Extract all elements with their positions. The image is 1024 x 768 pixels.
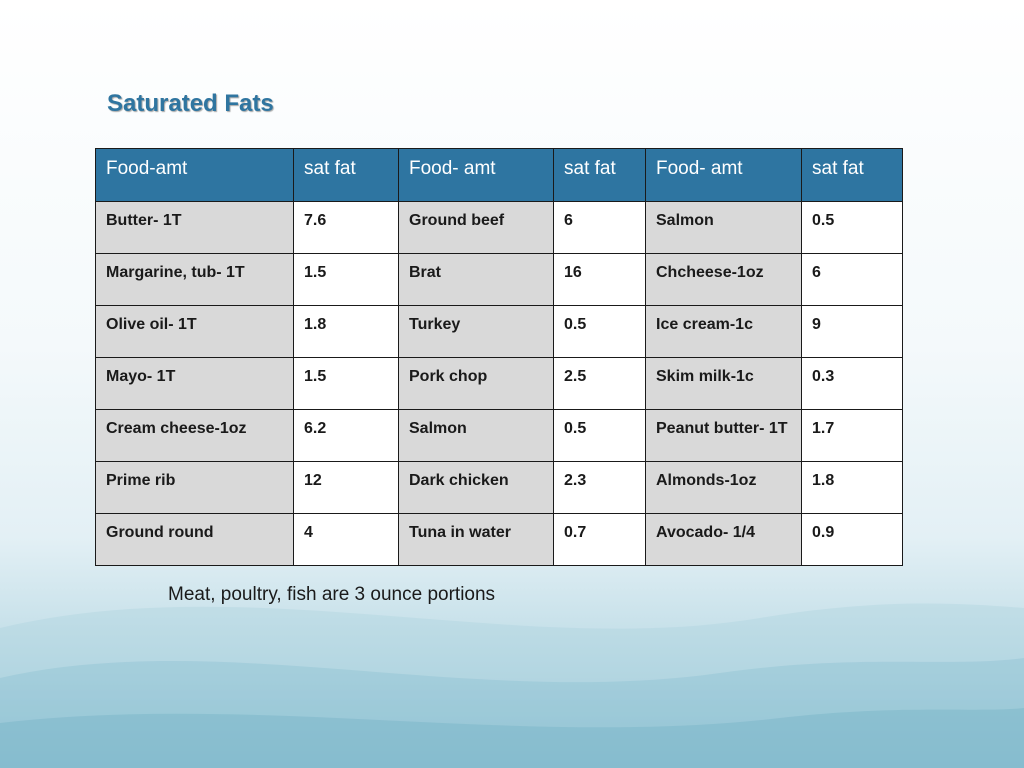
table-row: Prime rib 12 Dark chicken 2.3 Almonds-1o…	[95, 461, 903, 514]
column-header: Food-amt	[95, 148, 294, 202]
food-cell: Dark chicken	[398, 461, 554, 514]
food-cell: Ground beef	[398, 201, 554, 254]
sat-fat-cell: 1.5	[293, 253, 399, 306]
portion-note: Meat, poultry, fish are 3 ounce portions	[168, 584, 496, 605]
table-header-row: Food-amt sat fat Food- amt sat fat Food-…	[95, 148, 903, 202]
sat-fat-cell: 1.7	[801, 409, 903, 462]
sat-fat-cell: 0.3	[801, 357, 903, 410]
column-header: sat fat	[801, 148, 903, 202]
food-cell: Skim milk-1c	[645, 357, 802, 410]
sat-fat-cell: 2.3	[553, 461, 646, 514]
sat-fat-cell: 6.2	[293, 409, 399, 462]
sat-fat-cell: 0.9	[801, 513, 903, 566]
table-row: Butter- 1T 7.6 Ground beef 6 Salmon 0.5	[95, 201, 903, 254]
sat-fat-cell: 0.5	[553, 305, 646, 358]
sat-fat-cell: 0.5	[801, 201, 903, 254]
table-row: Margarine, tub- 1T 1.5 Brat 16 Chcheese-…	[95, 253, 903, 306]
column-header: sat fat	[293, 148, 399, 202]
sat-fat-cell: 1.8	[801, 461, 903, 514]
table-row: Cream cheese-1oz 6.2 Salmon 0.5 Peanut b…	[95, 409, 903, 462]
food-cell: Ice cream-1c	[645, 305, 802, 358]
column-header: sat fat	[553, 148, 646, 202]
food-cell: Mayo- 1T	[95, 357, 294, 410]
food-cell: Ground round	[95, 513, 294, 566]
column-header: Food- amt	[645, 148, 802, 202]
sat-fat-cell: 2.5	[553, 357, 646, 410]
table-row: Ground round 4 Tuna in water 0.7 Avocado…	[95, 513, 903, 566]
food-cell: Brat	[398, 253, 554, 306]
sat-fat-cell: 6	[801, 253, 903, 306]
food-cell: Salmon	[645, 201, 802, 254]
sat-fat-cell: 7.6	[293, 201, 399, 254]
column-header: Food- amt	[398, 148, 554, 202]
table-row: Olive oil- 1T 1.8 Turkey 0.5 Ice cream-1…	[95, 305, 903, 358]
saturated-fats-table: Food-amt sat fat Food- amt sat fat Food-…	[95, 148, 903, 566]
food-cell: Turkey	[398, 305, 554, 358]
sat-fat-cell: 9	[801, 305, 903, 358]
sat-fat-cell: 1.8	[293, 305, 399, 358]
sat-fat-cell: 6	[553, 201, 646, 254]
food-cell: Pork chop	[398, 357, 554, 410]
food-cell: Salmon	[398, 409, 554, 462]
food-cell: Olive oil- 1T	[95, 305, 294, 358]
food-cell: Peanut butter- 1T	[645, 409, 802, 462]
food-cell: Cream cheese-1oz	[95, 409, 294, 462]
food-cell: Avocado- 1/4	[645, 513, 802, 566]
food-cell: Almonds-1oz	[645, 461, 802, 514]
food-cell: Butter- 1T	[95, 201, 294, 254]
sat-fat-cell: 16	[553, 253, 646, 306]
food-cell: Prime rib	[95, 461, 294, 514]
table-row: Mayo- 1T 1.5 Pork chop 2.5 Skim milk-1c …	[95, 357, 903, 410]
food-cell: Margarine, tub- 1T	[95, 253, 294, 306]
food-cell: Tuna in water	[398, 513, 554, 566]
sat-fat-cell: 1.5	[293, 357, 399, 410]
sat-fat-cell: 12	[293, 461, 399, 514]
sat-fat-cell: 0.5	[553, 409, 646, 462]
sat-fat-cell: 0.7	[553, 513, 646, 566]
sat-fat-cell: 4	[293, 513, 399, 566]
slide-title: Saturated Fats	[107, 90, 274, 117]
food-cell: Chcheese-1oz	[645, 253, 802, 306]
